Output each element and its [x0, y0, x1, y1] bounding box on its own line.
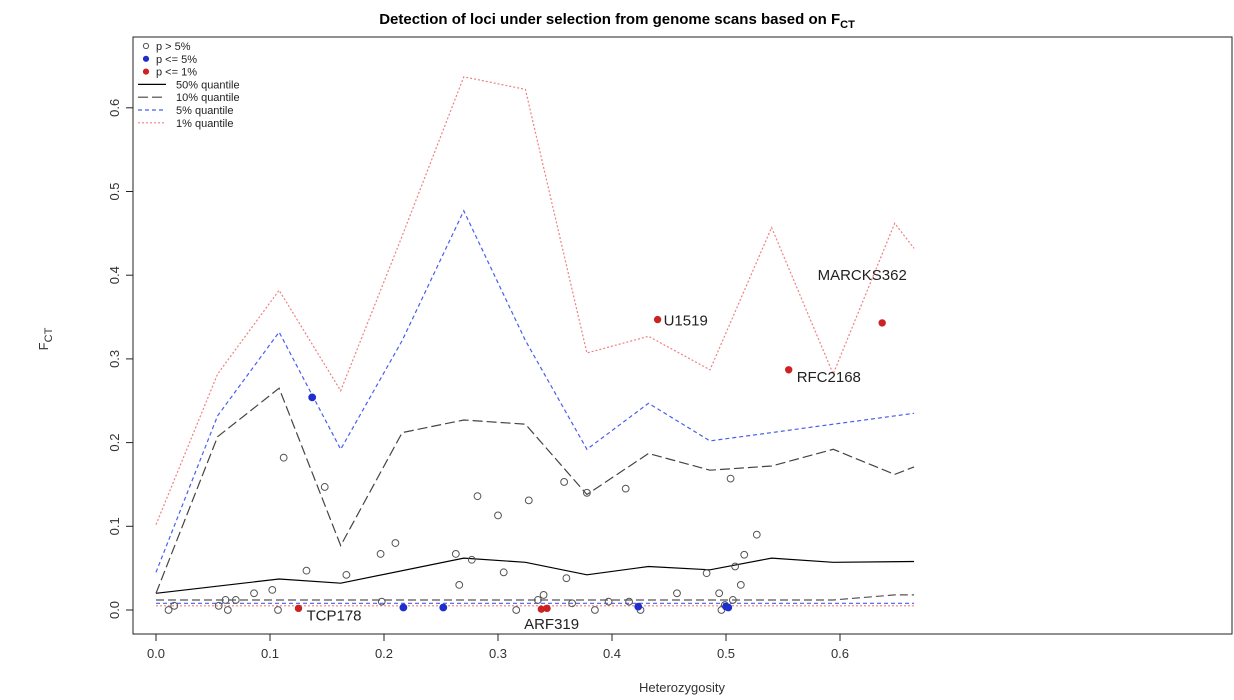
y-tick-label: 0.6 — [107, 99, 122, 117]
y-tick-label: 0.1 — [107, 517, 122, 535]
point-not-significant — [524, 496, 533, 505]
legend-label: p <= 1% — [156, 67, 197, 79]
point-p-le-5 — [439, 603, 448, 612]
point-not-significant — [342, 570, 351, 579]
point-p-le-5 — [399, 603, 408, 612]
annotation-label: U1519 — [664, 313, 708, 330]
quantile-line — [155, 76, 915, 525]
x-tick-label: 0.4 — [603, 646, 621, 661]
x-axis-label: Heterozygosity — [639, 680, 725, 695]
legend-label: p <= 5% — [156, 54, 197, 66]
legend-symbol — [142, 68, 150, 75]
legend-label: 50% quantile — [176, 79, 240, 91]
point-not-significant — [302, 566, 311, 575]
point-not-significant — [164, 606, 173, 614]
point-not-significant — [539, 591, 548, 599]
chart-title: Detection of loci under selection from g… — [379, 11, 855, 31]
point-not-significant — [170, 601, 179, 610]
point-not-significant — [752, 530, 761, 539]
point-not-significant — [726, 474, 735, 483]
point-not-significant — [231, 596, 240, 604]
x-tick-label: 0.1 — [261, 646, 279, 661]
y-tick-label: 0.5 — [107, 182, 122, 200]
legend-symbol — [142, 42, 150, 50]
point-not-significant — [604, 597, 613, 606]
annotations: TCP178 ARF319 U1519 RFC2168 MARCKS362 — [307, 267, 907, 633]
x-tick-label: 0.6 — [831, 646, 849, 661]
x-tick-label: 0.2 — [375, 646, 393, 661]
point-p-le-5 — [634, 602, 643, 611]
point-p-le-1 — [785, 366, 793, 374]
point-not-significant — [377, 597, 386, 606]
legend-label: 1% quantile — [176, 118, 234, 130]
quantile-line — [155, 209, 915, 573]
legend-symbol — [142, 55, 150, 62]
point-p-le-1 — [878, 319, 886, 327]
point-p-le-1 — [294, 604, 303, 613]
point-p-le-5 — [308, 393, 317, 402]
quantile-lines — [155, 76, 915, 607]
point-not-significant — [499, 568, 508, 577]
plot-area-frame — [132, 36, 1233, 635]
point-not-significant — [473, 492, 482, 501]
point-not-significant — [625, 597, 633, 606]
point-not-significant — [512, 606, 521, 614]
point-not-significant — [494, 511, 502, 520]
point-not-significant — [467, 555, 476, 564]
quantile-line — [155, 557, 915, 594]
point-not-significant — [583, 488, 591, 497]
x-tick-label: 0.3 — [489, 646, 507, 661]
point-not-significant — [214, 601, 223, 610]
point-not-significant — [740, 550, 749, 559]
x-tick-label: 0.0 — [147, 646, 165, 661]
point-not-significant — [223, 606, 232, 614]
point-not-significant — [274, 606, 282, 614]
point-not-significant — [715, 589, 724, 598]
point-not-significant — [250, 589, 258, 598]
point-p-le-1 — [653, 315, 662, 324]
point-not-significant — [451, 550, 460, 558]
y-tick-label: 0.2 — [107, 434, 122, 452]
point-not-significant — [728, 596, 737, 604]
point-not-significant — [376, 550, 385, 558]
annotation-label: TCP178 — [307, 607, 362, 624]
point-not-significant — [568, 599, 576, 608]
point-not-significant — [279, 453, 288, 462]
point-not-significant — [455, 580, 464, 589]
annotation-label: ARF319 — [524, 616, 579, 633]
y-tick-label: 0.0 — [107, 601, 122, 619]
quantile-line — [155, 387, 915, 594]
point-p-le-5 — [724, 603, 733, 612]
y-axis-label: FCT — [36, 327, 55, 350]
point-not-significant — [268, 586, 277, 594]
point-not-significant — [736, 580, 745, 589]
x-tick-label: 0.5 — [717, 646, 735, 661]
y-tick-label: 0.4 — [107, 266, 122, 284]
point-not-significant — [621, 484, 630, 493]
point-p-le-1 — [543, 604, 551, 613]
point-not-significant — [562, 574, 571, 583]
legend-label: p > 5% — [156, 41, 191, 53]
point-not-significant — [702, 569, 711, 578]
y-tick-label: 0.3 — [107, 350, 122, 368]
point-not-significant — [221, 596, 230, 604]
point-not-significant — [534, 596, 542, 604]
point-not-significant — [731, 562, 740, 571]
point-not-significant — [391, 539, 400, 547]
quantile-line — [156, 594, 915, 601]
legend-label: 10% quantile — [176, 92, 240, 104]
axes: 0.0 0.1 0.2 0.3 0.4 0.5 0.6 0.0 0.1 0.2 0.3 0.4 0.5 0… — [107, 99, 849, 661]
annotation-label: MARCKS362 — [818, 267, 907, 284]
point-not-significant — [560, 478, 569, 486]
annotation-label: RFC2168 — [797, 369, 861, 386]
data-points — [164, 315, 886, 614]
point-not-significant — [673, 589, 681, 598]
point-not-significant — [320, 483, 329, 491]
legend-label: 5% quantile — [176, 105, 234, 117]
point-not-significant — [591, 606, 599, 614]
